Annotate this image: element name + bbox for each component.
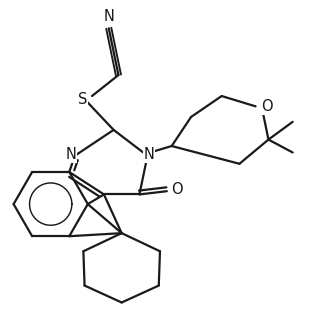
- Text: S: S: [78, 92, 88, 107]
- Text: O: O: [171, 182, 183, 197]
- Text: N: N: [65, 147, 76, 162]
- Text: O: O: [261, 99, 273, 114]
- Text: N: N: [144, 147, 155, 162]
- Text: N: N: [103, 9, 114, 23]
